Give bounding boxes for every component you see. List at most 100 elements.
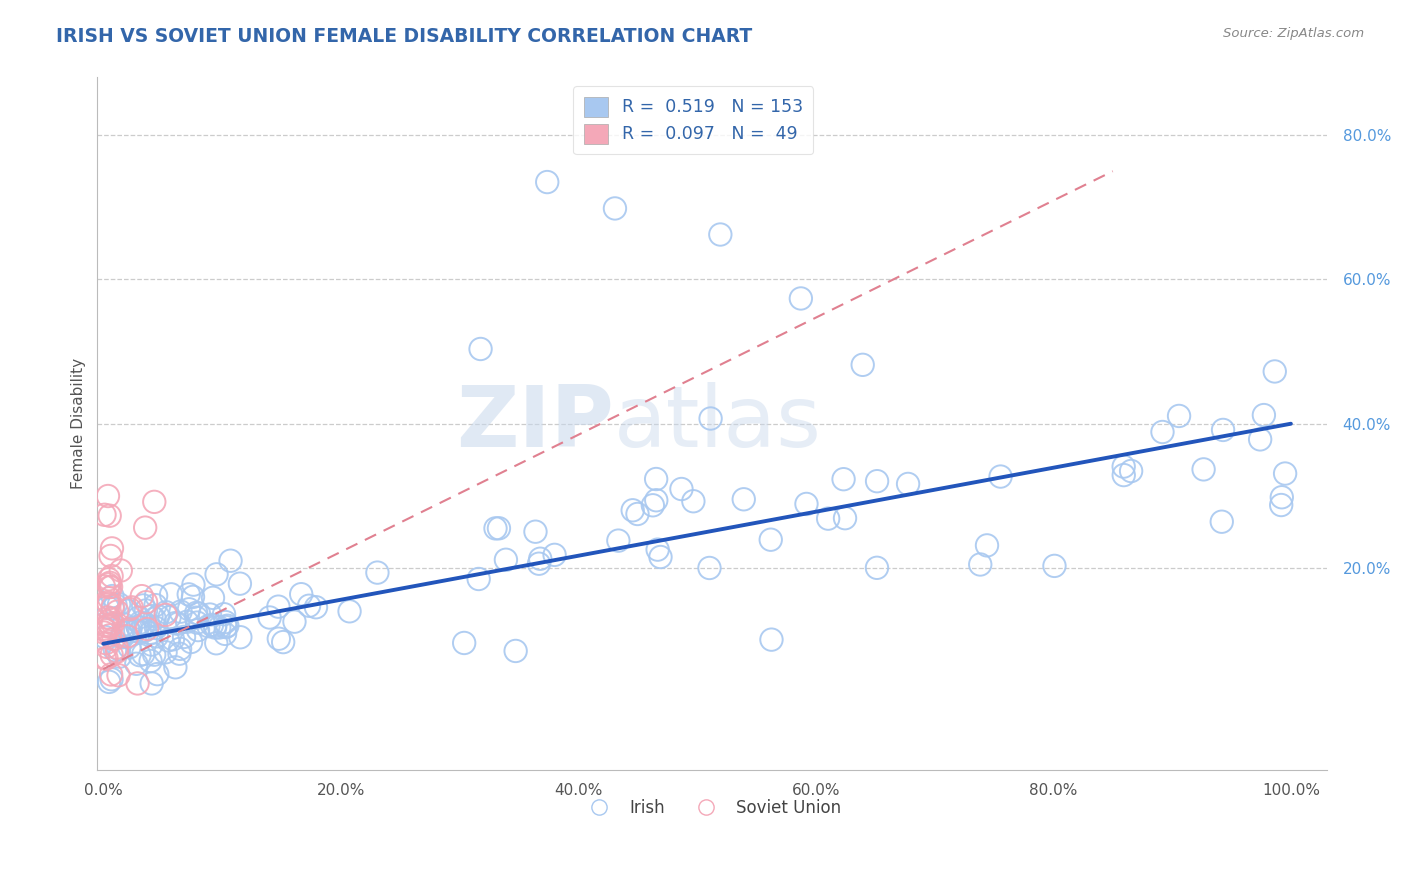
Point [488,521,510,535]
Point [524,524,547,539]
Point [139,654,162,668]
Point [186,615,208,630]
Point [97,619,120,633]
Point [219,554,242,568]
Point [143,612,166,626]
Point [607,533,630,548]
Point [759,533,782,547]
Point [187,623,209,637]
Point [145,589,167,603]
Point [156,633,179,648]
Point [117,629,139,643]
Point [603,202,626,216]
Point [105,605,128,619]
Point [100,612,122,626]
Point [94,636,117,650]
Point [866,561,889,575]
Point [93,508,115,522]
Point [117,604,139,618]
Point [107,668,129,682]
Point [267,632,290,646]
Point [505,644,527,658]
Point [100,667,122,681]
Point [108,649,131,664]
Point [124,624,146,638]
Point [177,602,200,616]
Point [129,615,152,630]
Point [699,561,721,575]
Point [141,609,163,624]
Point [283,615,305,629]
Point [97,489,120,503]
Point [127,676,149,690]
Point [626,507,648,521]
Point [162,632,184,647]
Point [112,617,135,632]
Point [201,618,224,632]
Point [495,553,517,567]
Point [145,598,167,612]
Point [267,599,290,614]
Point [484,521,506,535]
Point [128,610,150,624]
Point [104,598,127,612]
Point [155,607,177,622]
Point [105,640,128,655]
Point [198,607,221,622]
Point [146,609,169,624]
Point [527,557,550,571]
Point [98,674,121,689]
Point [117,623,139,637]
Point [212,607,235,622]
Point [645,493,668,508]
Point [125,657,148,671]
Point [93,622,115,636]
Point [108,597,131,611]
Point [105,645,128,659]
Point [1253,408,1275,422]
Point [101,599,124,614]
Point [134,624,156,638]
Point [1119,464,1142,478]
Point [143,495,166,509]
Point [96,615,118,629]
Point [817,511,839,525]
Point [134,616,156,631]
Point [135,595,157,609]
Point [969,558,991,572]
Point [100,619,122,633]
Point [204,618,226,632]
Point [229,630,252,644]
Point [169,647,191,661]
Point [97,610,120,624]
Point [167,616,190,631]
Point [1249,433,1271,447]
Point [97,577,120,591]
Point [832,472,855,486]
Point [699,411,721,425]
Point [1168,409,1191,423]
Point [467,572,489,586]
Point [866,474,889,488]
Point [128,624,150,639]
Point [671,482,693,496]
Point [110,629,132,643]
Text: IRISH VS SOVIET UNION FEMALE DISABILITY CORRELATION CHART: IRISH VS SOVIET UNION FEMALE DISABILITY … [56,27,752,45]
Point [93,625,115,640]
Point [1271,490,1294,504]
Point [186,610,208,624]
Point [834,511,856,525]
Point [97,597,120,611]
Point [187,607,209,621]
Point [127,620,149,634]
Point [101,541,124,556]
Point [647,542,669,557]
Point [205,567,228,582]
Point [143,648,166,662]
Point [96,651,118,665]
Point [110,564,132,578]
Point [176,615,198,629]
Point [201,591,224,605]
Point [155,645,177,659]
Point [97,572,120,586]
